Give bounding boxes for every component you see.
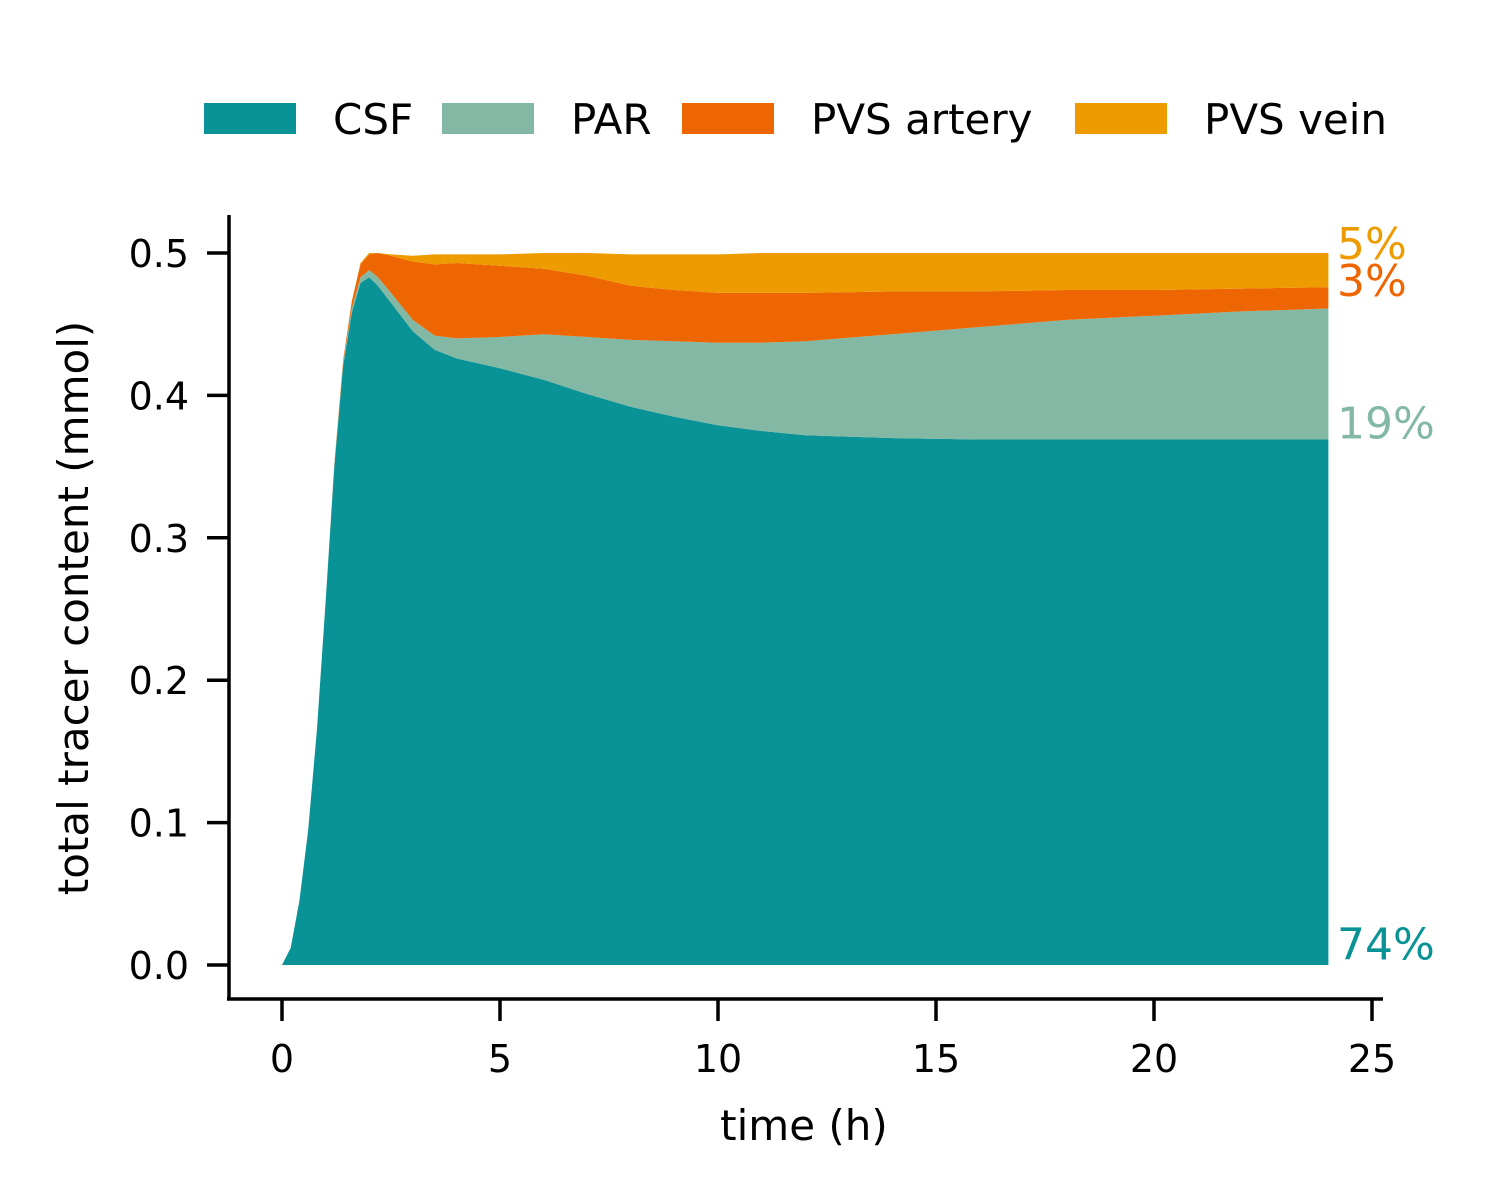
end-labels: 5%3% 19% 74% [1337, 219, 1435, 971]
legend-label-pvs-vein: PVS vein [1204, 95, 1387, 144]
legend-swatch-csf [204, 103, 296, 134]
y-tick-label: 0.2 [129, 659, 189, 703]
y-axis-label: total tracer content (mmol) [49, 321, 98, 896]
y-tick-label: 0.4 [129, 374, 189, 418]
x-tick-label: 25 [1348, 1037, 1396, 1081]
x-tick-label: 20 [1130, 1037, 1178, 1081]
legend-swatch-par [442, 103, 534, 134]
end-label-pvs-vein: 5% [1337, 219, 1407, 270]
x-ticks: 0 5 10 15 20 25 [270, 999, 1396, 1081]
legend: CSF PAR PVS artery PVS vein [204, 95, 1387, 144]
x-tick-label: 0 [270, 1037, 294, 1081]
x-axis-label: time (h) [720, 1101, 888, 1150]
x-tick-label: 15 [912, 1037, 960, 1081]
axes [227, 215, 1383, 1001]
legend-label-par: PAR [571, 95, 652, 144]
legend-label-pvs-artery: PVS artery [811, 95, 1033, 144]
legend-swatch-pvs-artery [682, 103, 774, 134]
legend-swatch-pvs-vein [1075, 103, 1167, 134]
plot-areas [282, 253, 1329, 966]
area-csf [282, 277, 1329, 965]
y-tick-label: 0.3 [129, 517, 189, 561]
y-tick-label: 0.1 [129, 802, 189, 846]
end-label-csf: 74% [1337, 920, 1435, 971]
x-tick-label: 10 [694, 1037, 742, 1081]
x-tick-label: 5 [488, 1037, 512, 1081]
area-par [282, 270, 1329, 966]
end-label-par: 19% [1337, 398, 1435, 449]
y-tick-label: 0.0 [129, 944, 189, 988]
y-ticks: 0.0 0.1 0.2 0.3 0.4 0.5 [129, 232, 229, 988]
y-tick-label: 0.5 [129, 232, 189, 276]
legend-label-csf: CSF [333, 95, 413, 144]
end-label-pvs-artery: 3% [1337, 256, 1407, 307]
